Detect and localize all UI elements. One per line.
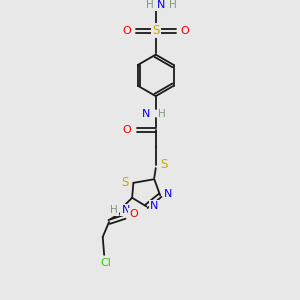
Text: N: N: [122, 205, 130, 215]
Text: N: N: [157, 0, 165, 11]
Text: S: S: [122, 176, 129, 189]
Text: S: S: [161, 158, 168, 171]
Text: N: N: [142, 109, 150, 119]
Text: H: H: [169, 0, 177, 11]
Text: Cl: Cl: [100, 259, 111, 269]
Text: N: N: [164, 189, 172, 199]
Text: O: O: [123, 125, 131, 135]
Text: N: N: [150, 201, 159, 212]
Text: O: O: [123, 26, 131, 36]
Text: H: H: [110, 205, 118, 215]
Text: S: S: [152, 24, 159, 37]
Text: O: O: [129, 209, 138, 219]
Text: H: H: [158, 109, 166, 119]
Text: H: H: [146, 0, 153, 11]
Text: O: O: [180, 26, 189, 36]
